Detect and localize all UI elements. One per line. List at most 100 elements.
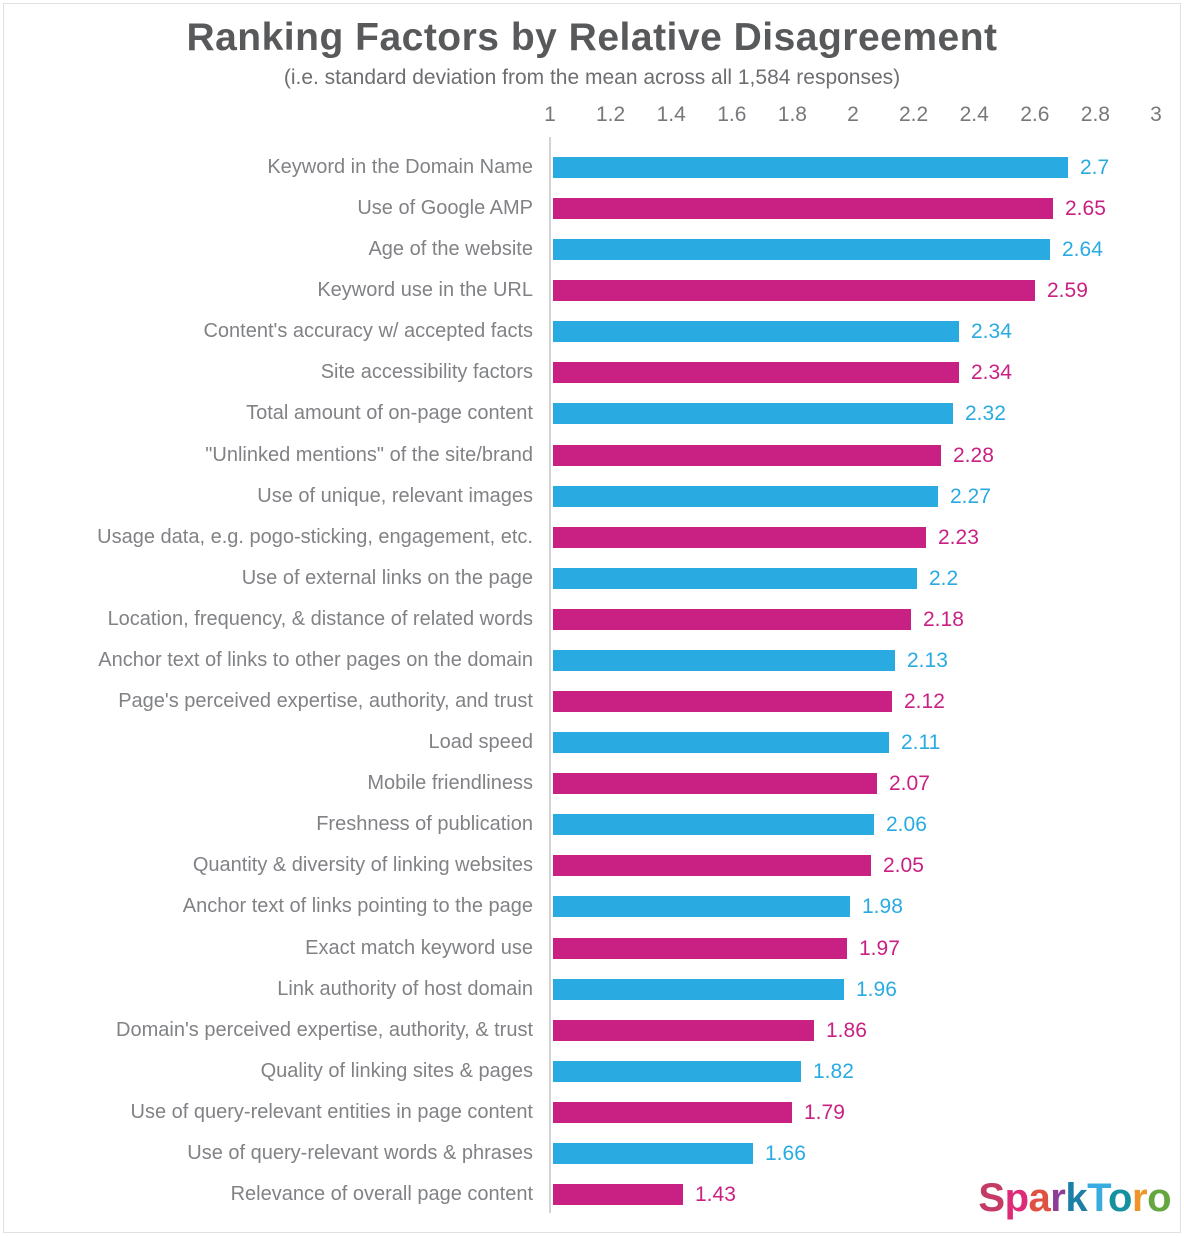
bar-row: Load speed 2.11 xyxy=(0,722,1184,763)
category-label: Use of query-relevant words & phrases xyxy=(187,1142,533,1164)
x-tick: 1 xyxy=(544,103,556,126)
category-label: Site accessibility factors xyxy=(320,361,533,383)
bar-track: 2.05 xyxy=(550,854,1184,878)
logo-letter: o xyxy=(1147,1176,1171,1220)
value-label: 1.86 xyxy=(826,1018,867,1042)
bar-track: 1.98 xyxy=(550,895,1184,919)
value-label: 1.82 xyxy=(813,1059,854,1083)
value-label: 2.18 xyxy=(923,607,964,631)
logo-letter: T xyxy=(1087,1176,1109,1220)
category-label: Page's perceived expertise, authority, a… xyxy=(118,690,533,712)
bar-track: 1.66 xyxy=(550,1142,1184,1166)
value-label: 2.34 xyxy=(971,360,1012,384)
category-label: Use of query-relevant entities in page c… xyxy=(130,1101,533,1123)
bar xyxy=(553,650,895,671)
sparktoro-logo: SparkToro xyxy=(978,1176,1171,1221)
value-label: 2.64 xyxy=(1062,237,1103,261)
bar-row: Anchor text of links to other pages on t… xyxy=(0,640,1184,681)
bar-row: Age of the website 2.64 xyxy=(0,229,1184,270)
value-label: 2.23 xyxy=(938,525,979,549)
bar-track: 2.34 xyxy=(550,361,1184,385)
x-tick: 2.2 xyxy=(898,103,929,126)
value-label: 1.66 xyxy=(765,1141,806,1165)
category-label: Exact match keyword use xyxy=(305,937,533,959)
bar-track: 2.27 xyxy=(550,485,1184,509)
bar-row: Site accessibility factors 2.34 xyxy=(0,352,1184,393)
bar xyxy=(553,1184,683,1205)
x-tick: 2.4 xyxy=(959,103,989,126)
bar-track: 2.11 xyxy=(550,731,1184,755)
bar-track: 1.96 xyxy=(550,978,1184,1002)
bar xyxy=(553,403,953,424)
category-label: Quality of linking sites & pages xyxy=(260,1060,533,1082)
value-label: 2.05 xyxy=(883,853,924,877)
bar xyxy=(553,814,874,835)
category-label: Anchor text of links to other pages on t… xyxy=(98,649,533,671)
bar-row: Content's accuracy w/ accepted facts 2.34 xyxy=(0,311,1184,352)
value-label: 2.32 xyxy=(965,401,1006,425)
category-label: Use of external links on the page xyxy=(241,567,533,589)
bar xyxy=(553,855,871,876)
bar-track: 2.18 xyxy=(550,608,1184,632)
logo-letter: a xyxy=(1028,1176,1051,1220)
bar xyxy=(553,979,844,1000)
bar xyxy=(553,609,911,630)
bar-track: 2.23 xyxy=(550,526,1184,550)
bar xyxy=(553,1143,753,1164)
plot-area: Keyword in the Domain Name 2.7 Use of Goog… xyxy=(0,137,1184,1213)
value-label: 2.59 xyxy=(1047,278,1088,302)
bar xyxy=(553,445,941,466)
bar xyxy=(553,280,1035,301)
category-label: "Unlinked mentions" of the site/brand xyxy=(205,444,533,466)
bar-track: 2.64 xyxy=(550,238,1184,262)
bar-row: Quality of linking sites & pages 1.82 xyxy=(0,1051,1184,1092)
value-label: 2.06 xyxy=(886,812,927,836)
bar-row: Use of query-relevant entities in page c… xyxy=(0,1092,1184,1133)
category-label: Mobile friendliness xyxy=(367,772,533,794)
category-label: Keyword use in the URL xyxy=(317,279,533,301)
bar-track: 2.32 xyxy=(550,402,1184,426)
chart-subtitle: (i.e. standard deviation from the mean a… xyxy=(283,66,901,89)
value-label: 2.11 xyxy=(901,730,941,754)
category-label: Age of the website xyxy=(368,238,533,260)
bar-row: Link authority of host domain 1.96 xyxy=(0,969,1184,1010)
bar xyxy=(553,198,1053,219)
x-tick: 1.8 xyxy=(777,103,807,126)
value-label: 1.96 xyxy=(856,977,897,1001)
bar xyxy=(553,486,938,507)
bar-row: Use of external links on the page 2.2 xyxy=(0,558,1184,599)
value-label: 2.07 xyxy=(889,771,930,795)
logo-letter: k xyxy=(1065,1176,1088,1220)
bar-row: Total amount of on-page content 2.32 xyxy=(0,393,1184,434)
value-label: 1.43 xyxy=(695,1182,736,1206)
value-label: 2.65 xyxy=(1065,196,1106,220)
value-label: 2.28 xyxy=(953,443,994,467)
category-label: Usage data, e.g. pogo-sticking, engageme… xyxy=(97,526,533,548)
bar xyxy=(553,321,959,342)
bar-row: Page's perceived expertise, authority, a… xyxy=(0,681,1184,722)
bar-track: 2.28 xyxy=(550,444,1184,468)
category-label: Total amount of on-page content xyxy=(246,402,533,424)
bar-row: Anchor text of links pointing to the pag… xyxy=(0,886,1184,927)
bar-track: 2.2 xyxy=(550,567,1184,591)
category-label: Use of Google AMP xyxy=(357,197,533,219)
bar xyxy=(553,239,1050,260)
bar-track: 2.12 xyxy=(550,690,1184,714)
bar-track: 1.97 xyxy=(550,937,1184,961)
x-tick: 1.6 xyxy=(717,103,747,126)
bar-row: Domain's perceived expertise, authority,… xyxy=(0,1010,1184,1051)
bar-track: 1.79 xyxy=(550,1101,1184,1125)
bar xyxy=(553,527,926,548)
bar xyxy=(553,1020,814,1041)
bar-row: Exact match keyword use 1.97 xyxy=(0,928,1184,969)
bar xyxy=(553,938,847,959)
bar xyxy=(553,691,892,712)
bar-track: 2.13 xyxy=(550,649,1184,673)
bar-track: 1.43 xyxy=(550,1183,1184,1207)
chart-title: Ranking Factors by Relative Disagreement xyxy=(186,16,998,59)
bar-row: Use of unique, relevant images 2.27 xyxy=(0,476,1184,517)
bar-track: 1.82 xyxy=(550,1060,1184,1084)
bar xyxy=(553,1061,801,1082)
bar-track: 1.86 xyxy=(550,1019,1184,1043)
